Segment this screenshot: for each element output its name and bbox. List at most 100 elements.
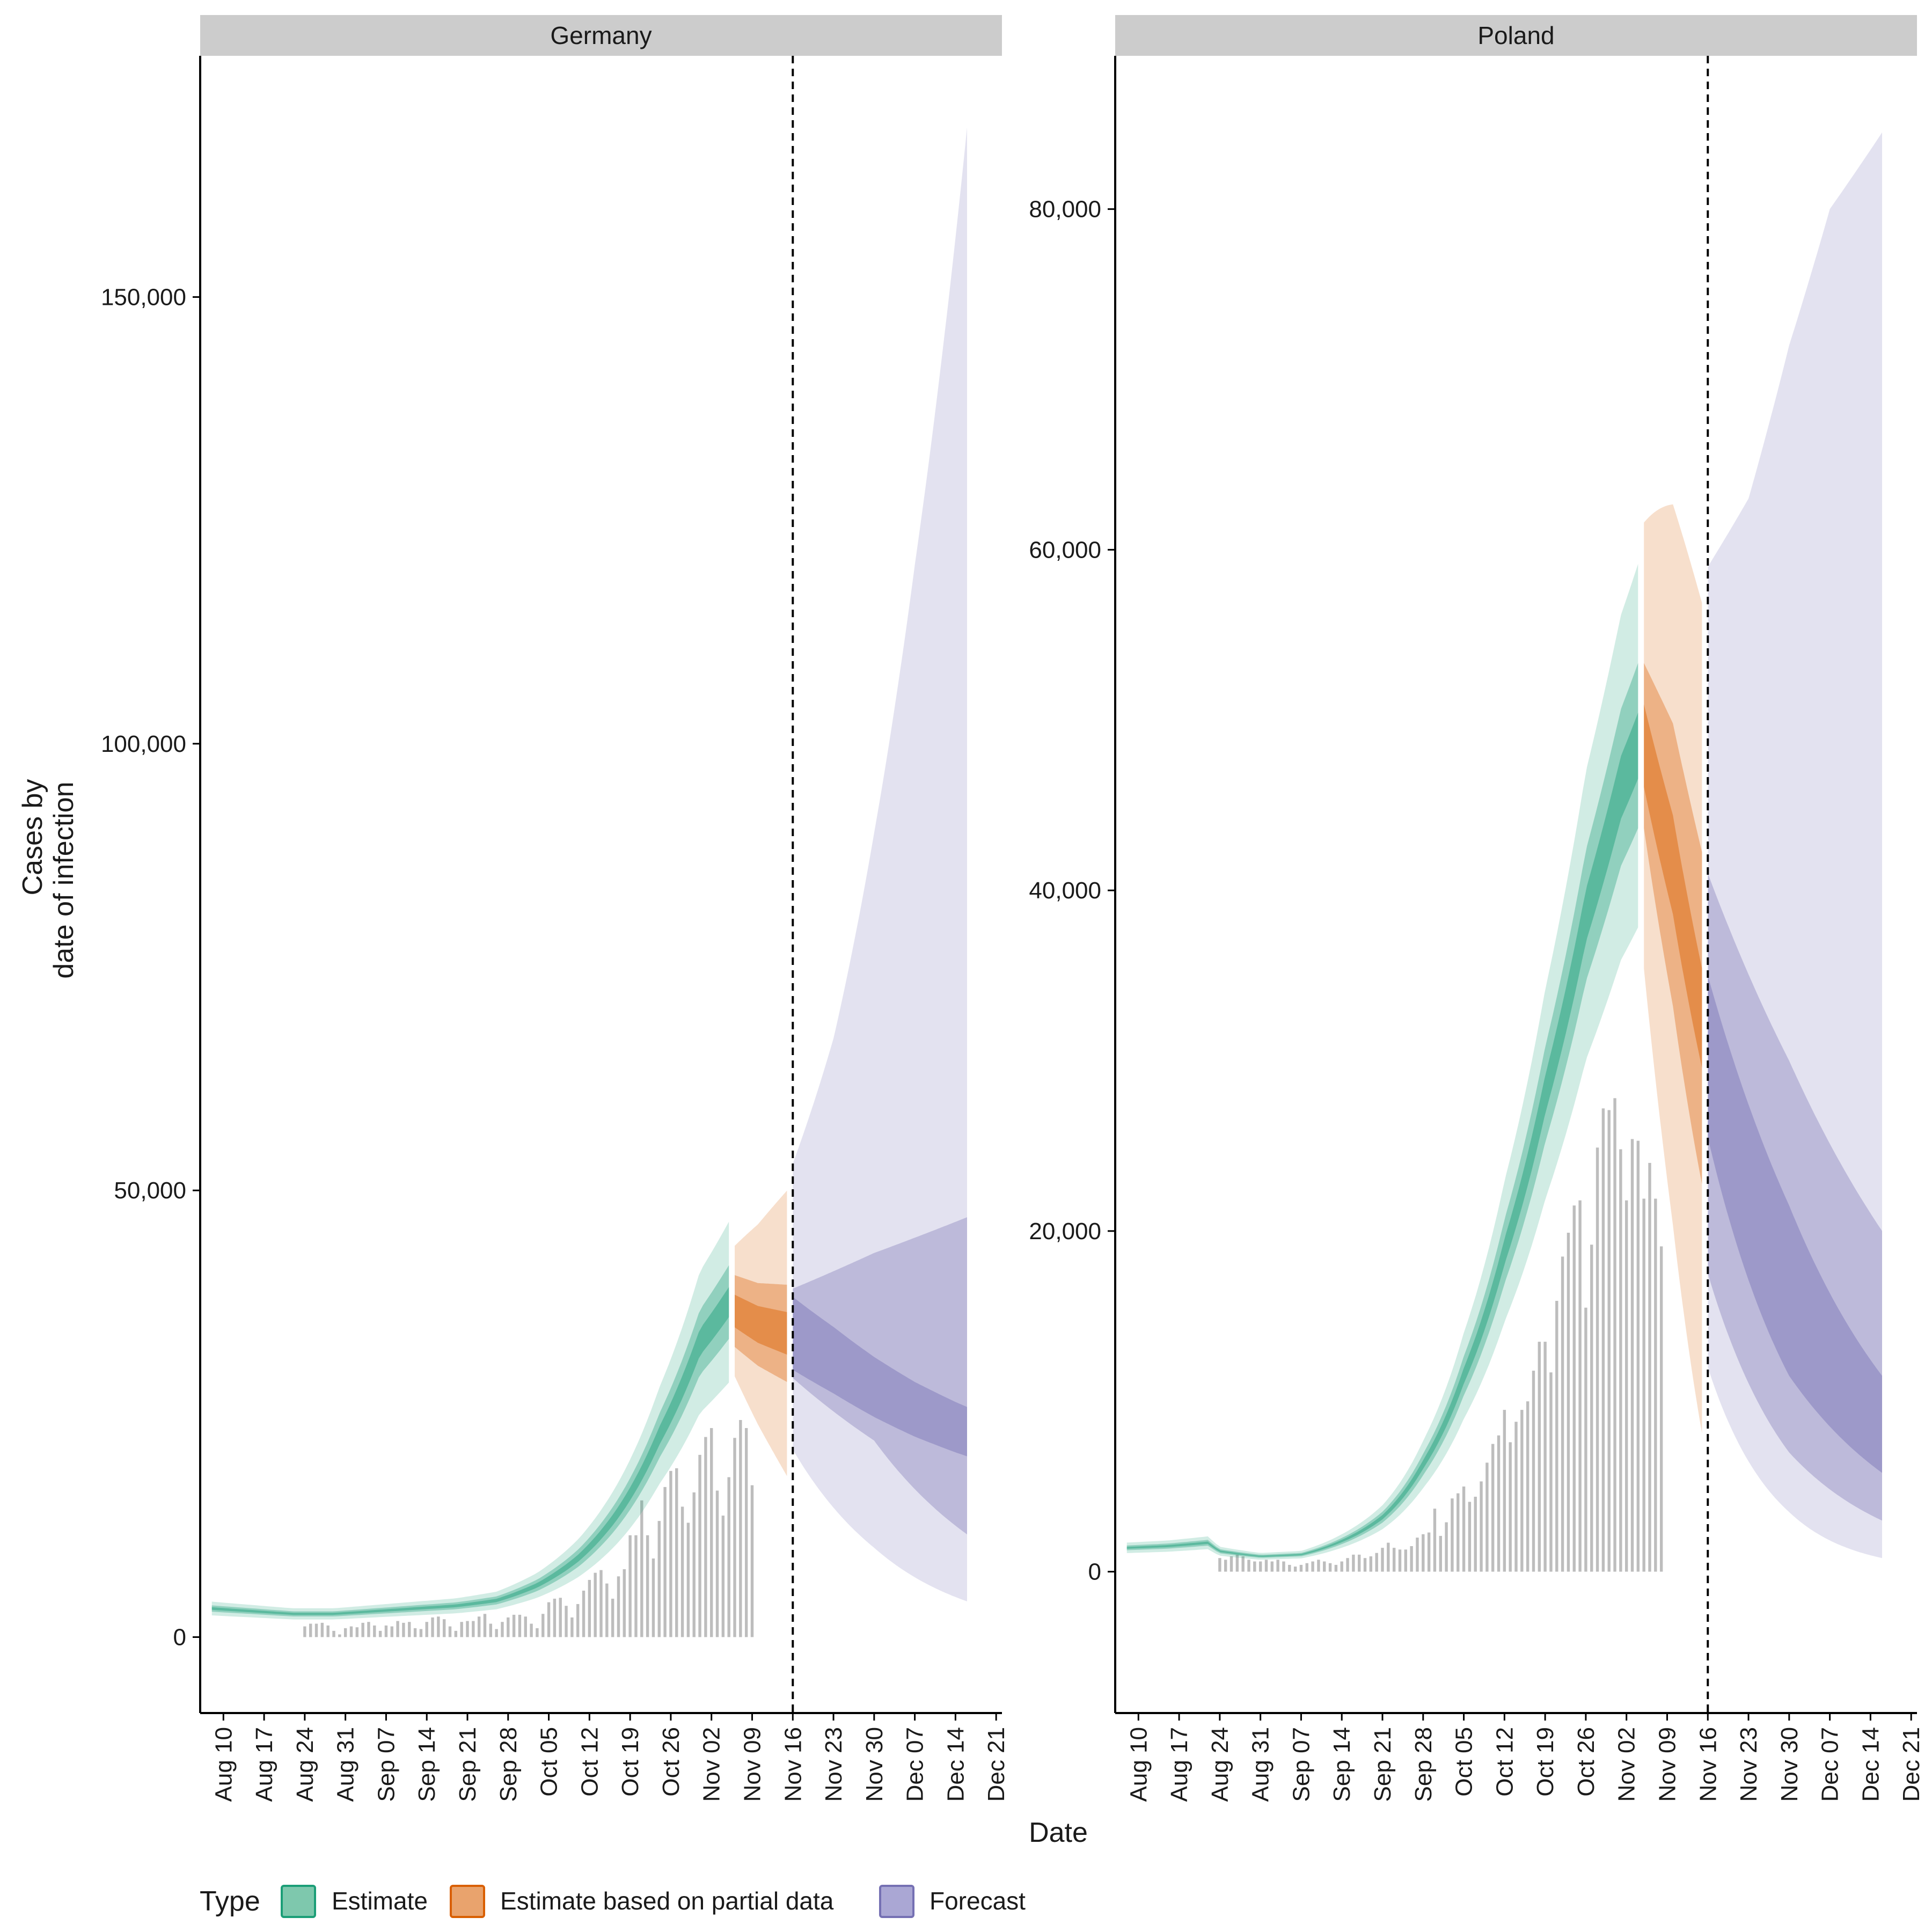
band-50 xyxy=(793,1297,967,1457)
case-bar xyxy=(1642,1198,1645,1572)
case-bar xyxy=(565,1606,568,1637)
y-tick-label: 50,000 xyxy=(114,1177,186,1204)
case-bar xyxy=(1270,1561,1274,1572)
x-tick-label: Oct 05 xyxy=(536,1727,562,1797)
x-tick-label: Nov 09 xyxy=(1654,1727,1680,1802)
case-bar xyxy=(402,1622,405,1637)
strip-poland xyxy=(1115,15,1917,56)
strip-germany xyxy=(200,15,1002,56)
y-axis-title-line2: date of infection xyxy=(48,781,79,978)
case-bar xyxy=(367,1622,370,1637)
x-tick-label: Sep 14 xyxy=(1329,1727,1355,1802)
case-bar xyxy=(1624,1200,1628,1572)
case-bar xyxy=(524,1616,527,1637)
x-tick-label: Nov 09 xyxy=(739,1727,765,1802)
case-bar xyxy=(1346,1558,1349,1572)
case-bar xyxy=(1543,1342,1547,1572)
case-bar xyxy=(1218,1558,1221,1572)
case-bar xyxy=(669,1470,672,1637)
y-tick-label: 40,000 xyxy=(1029,877,1101,904)
case-bar xyxy=(628,1535,632,1637)
band-50 xyxy=(1126,712,1638,1557)
x-tick-label: Oct 26 xyxy=(658,1727,684,1797)
case-bar xyxy=(1247,1560,1250,1572)
x-tick-label: Oct 12 xyxy=(576,1727,603,1797)
case-bar xyxy=(547,1602,551,1637)
case-bar xyxy=(501,1622,504,1637)
case-bar xyxy=(1532,1371,1535,1572)
panel-poland: Poland 0 20,000 40,000 60,000 80,000 Aug 10 Aug… xyxy=(1029,15,1924,1802)
case-bar xyxy=(1427,1532,1431,1572)
case-bar xyxy=(530,1623,533,1637)
case-bar xyxy=(442,1619,446,1637)
x-axis-title: Date xyxy=(1029,1817,1088,1848)
case-bar xyxy=(326,1625,330,1637)
case-bar xyxy=(512,1614,516,1637)
series-estimate xyxy=(1126,564,1638,1560)
band-90 xyxy=(793,1217,967,1535)
legend: Type Estimate Estimate based on partial … xyxy=(200,1885,1026,1918)
case-bar xyxy=(605,1583,609,1637)
series-forecast xyxy=(1708,132,1882,1558)
series-forecast xyxy=(793,127,967,1601)
x-tick-label: Oct 05 xyxy=(1451,1727,1477,1797)
case-bar xyxy=(652,1558,655,1637)
legend-key-forecast xyxy=(879,1885,914,1918)
case-bar xyxy=(477,1616,481,1637)
case-bar xyxy=(1299,1564,1303,1572)
case-bar xyxy=(1491,1444,1495,1572)
case-bar xyxy=(663,1487,667,1637)
case-bar xyxy=(1375,1553,1378,1572)
case-bar xyxy=(472,1621,475,1637)
x-tick-label: Oct 26 xyxy=(1573,1727,1599,1797)
case-bar xyxy=(1404,1549,1408,1572)
case-bar xyxy=(1503,1410,1506,1572)
case-bar xyxy=(709,1428,713,1637)
band-90 xyxy=(735,1275,787,1382)
case-bar xyxy=(1224,1560,1227,1572)
x-tick-label: Aug 24 xyxy=(1207,1727,1233,1802)
case-bar xyxy=(570,1617,574,1637)
case-bar xyxy=(408,1622,411,1637)
case-bar xyxy=(1567,1233,1570,1572)
case-bar xyxy=(1241,1556,1245,1572)
case-bar xyxy=(1381,1548,1384,1572)
case-bar xyxy=(507,1617,510,1637)
case-bar xyxy=(640,1500,643,1637)
case-bar xyxy=(1334,1564,1338,1572)
x-tick-label: Dec 21 xyxy=(983,1727,1009,1802)
x-tick-label: Oct 12 xyxy=(1491,1727,1518,1797)
case-bar xyxy=(1590,1245,1593,1572)
case-bar xyxy=(1410,1546,1413,1572)
x-tick-label: Sep 28 xyxy=(1410,1727,1437,1802)
case-bar xyxy=(309,1623,312,1637)
x-tick-label: Nov 23 xyxy=(1736,1727,1762,1802)
x-tick-label: Sep 14 xyxy=(414,1727,440,1802)
case-bar xyxy=(349,1626,353,1637)
case-bar xyxy=(1607,1110,1611,1572)
case-bar xyxy=(314,1623,318,1637)
band-95 xyxy=(1708,132,1882,1558)
case-bar xyxy=(692,1492,696,1637)
plot-area xyxy=(211,127,967,1637)
series-partial xyxy=(735,1190,787,1476)
x-tick-label: Oct 19 xyxy=(1532,1727,1558,1797)
case-bar xyxy=(332,1630,335,1637)
series-partial xyxy=(1644,504,1702,1433)
legend-key-estimate xyxy=(281,1885,316,1918)
case-bar xyxy=(338,1634,341,1637)
case-bar xyxy=(448,1626,452,1637)
case-bar xyxy=(686,1523,690,1637)
case-bar xyxy=(733,1438,736,1637)
case-bar xyxy=(715,1490,719,1637)
case-bar xyxy=(384,1625,388,1637)
y-tick-label: 60,000 xyxy=(1029,537,1101,563)
legend-label-forecast: Forecast xyxy=(930,1887,1026,1915)
series-estimate xyxy=(211,1221,729,1620)
case-bar xyxy=(1328,1563,1332,1572)
case-bar xyxy=(1549,1372,1553,1572)
plot-area xyxy=(1126,132,1882,1572)
y-tick-label: 150,000 xyxy=(101,284,186,310)
case-bar xyxy=(1258,1561,1262,1572)
x-tick-label: Dec 14 xyxy=(942,1727,969,1802)
